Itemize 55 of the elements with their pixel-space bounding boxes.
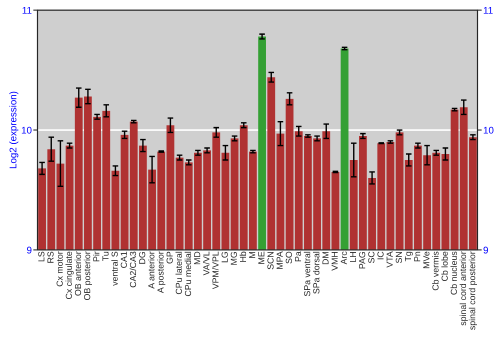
x-tick-label: LS	[38, 252, 44, 262]
x-tick-label: Cb lobe	[441, 252, 448, 281]
x-tick-label: CA1	[120, 252, 127, 268]
x-tick-label: PAG	[359, 252, 366, 268]
x-tick-label: MD	[194, 252, 200, 264]
x-tick-label: Tu	[102, 252, 109, 261]
x-tick-label: CPu lateral	[176, 252, 182, 294]
x-tick-label: Hb	[240, 252, 246, 262]
x-tick-label: M	[249, 252, 256, 258]
y-tick-label: 9	[26, 246, 32, 254]
x-tick-label: VMH	[332, 252, 338, 271]
x-tick-label: spinal cord posterior	[468, 251, 477, 330]
x-tick-label: SO	[286, 252, 292, 264]
x-tick-label: LH	[350, 252, 356, 262]
y2-tick-label: 11	[484, 6, 493, 14]
x-tick-label: SC	[368, 252, 374, 264]
x-tick-label: Cx motor	[56, 251, 63, 286]
x-tick-label: DM	[322, 252, 329, 264]
x-tick-label: DG	[139, 252, 146, 264]
x-tick-label: A posterior	[157, 251, 166, 294]
x-tick-label: SPa ventral	[304, 252, 310, 296]
x-tick-label: CA2/CA3	[130, 252, 136, 288]
x-tick-label: Tg	[404, 252, 413, 262]
x-tick-label: RS	[47, 252, 54, 263]
x-tick-label: IC	[377, 252, 384, 260]
x-tick-label: SN	[396, 252, 402, 264]
x-tick-label: MPA	[276, 251, 283, 269]
y-axis-title: Log2 (expression)	[9, 92, 18, 168]
x-tick-label: VTA	[386, 251, 393, 268]
x-tick-label: Cx cingulate	[66, 252, 74, 299]
x-tick-label: ME	[258, 252, 264, 264]
x-tick-label: Pir	[93, 251, 100, 262]
x-tick-label: Arc	[340, 252, 347, 264]
x-tick-label: Pn	[414, 252, 420, 262]
y2-tick-label: 9	[484, 246, 488, 254]
x-tick-label: SCN	[267, 252, 274, 270]
x-tick-label: SPa dorsal	[313, 252, 320, 294]
x-tick-label: Cb vermis	[432, 252, 439, 290]
x-tick-label: VA/VL	[203, 252, 210, 276]
y2-tick-label: 10	[484, 126, 494, 134]
x-tick-label: A anterior	[148, 251, 154, 289]
x-tick-label: LG	[222, 252, 228, 262]
x-tick-label: OB posterior	[84, 251, 92, 300]
x-tick-label: Pa	[294, 251, 302, 262]
x-tick-label: ventral S	[111, 252, 118, 286]
x-tick-label: Cb nucleus	[450, 252, 457, 295]
x-tick-label: VPM/VPL	[212, 252, 219, 290]
x-tick-label: MG	[230, 252, 237, 265]
y-tick-label: 11	[22, 6, 32, 14]
x-tick-label: OB anterior	[74, 251, 82, 296]
y-tick-label: 10	[22, 126, 32, 134]
x-tick-label: MVe	[423, 252, 430, 268]
x-tick-label: spinal cord anterior	[460, 251, 468, 326]
x-tick-label: GP	[166, 252, 173, 264]
x-tick-label: CPu medial	[184, 252, 192, 296]
